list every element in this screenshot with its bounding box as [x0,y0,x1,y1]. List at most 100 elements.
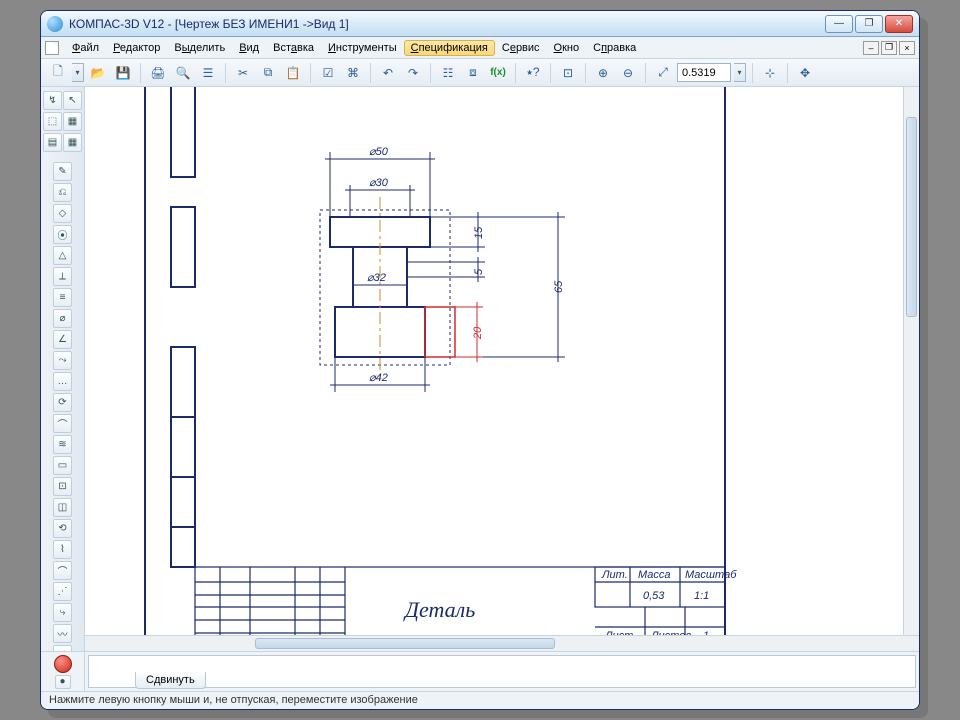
tool-button[interactable]: ⬚ [43,112,62,131]
save-button[interactable]: 💾 [112,62,134,84]
fx-button[interactable]: f(x) [487,62,509,84]
new-button[interactable]: 🗋 [47,62,69,84]
undo-button[interactable]: ↶ [377,62,399,84]
tool-button[interactable]: ▦ [63,112,82,131]
copy-button[interactable]: ⧉ [257,62,279,84]
zoom-input[interactable] [677,63,731,82]
preview-button[interactable]: 🔍 [172,62,194,84]
window-title: КОМПАС-3D V12 - [Чертеж БЕЗ ИМЕНИ1 ->Вид… [69,17,825,31]
tool-button[interactable]: ⌒ [53,561,72,580]
param-tab[interactable]: Сдвинуть [135,672,206,689]
tool-button[interactable]: ▦ [63,133,82,152]
menu-выделить[interactable]: Выделить [167,40,232,56]
zoom-fit-button[interactable]: ⤢ [652,62,674,84]
tool-button[interactable]: ⊡ [53,477,72,496]
document-icon [45,41,59,55]
menu-файл[interactable]: Файл [65,40,106,56]
tool-button[interactable]: ◇ [53,204,72,223]
scrollbar-thumb[interactable] [906,117,917,317]
menu-вставка[interactable]: Вставка [266,40,321,56]
titlebar[interactable]: КОМПАС-3D V12 - [Чертеж БЕЗ ИМЕНИ1 ->Вид… [41,11,919,37]
open-button[interactable]: 📂 [87,62,109,84]
svg-text:65: 65 [553,280,565,293]
status-text: Нажмите левую кнопку мыши и, не отпуская… [49,694,418,706]
menu-вид[interactable]: Вид [232,40,266,56]
tool-button[interactable]: ▭ [53,456,72,475]
tool-button[interactable]: ⌒ [53,414,72,433]
app-icon [47,16,63,32]
mdi-minimize-button[interactable]: – [863,41,879,55]
tool-button[interactable]: ⟳ [53,393,72,412]
param-option-button[interactable]: ● [55,675,71,689]
tool-button[interactable]: ∠ [53,330,72,349]
tool-button[interactable]: ⤳ [53,351,72,370]
tool-button[interactable]: ≡ [53,288,72,307]
stop-button[interactable] [54,655,72,673]
layers-button[interactable]: ☰ [197,62,219,84]
statusbar: Нажмите левую кнопку мыши и, не отпуская… [41,691,919,709]
mdi-close-button[interactable]: × [899,41,915,55]
orbit-button[interactable]: ✥ [794,62,816,84]
copy-properties-button[interactable]: ⌘ [342,62,364,84]
tool-button[interactable]: ◫ [53,498,72,517]
tool-button[interactable]: ↖ [63,91,82,110]
tool-button[interactable]: ⟲ [53,519,72,538]
tool-button[interactable]: ⤷ [53,603,72,622]
context-help-button[interactable]: ⭑? [522,62,544,84]
close-button[interactable]: ✕ [885,15,913,33]
properties-button[interactable]: ☑ [317,62,339,84]
tool-button[interactable]: ⟂ [53,267,72,286]
tool-button[interactable]: ▤ [43,133,62,152]
tool-button[interactable]: … [53,372,72,391]
maximize-button[interactable]: ❐ [855,15,883,33]
variables-button[interactable]: ⧈ [462,62,484,84]
canvas[interactable]: Деталь Лит. Масса Масштаб 0,53 1:1 Лист … [85,87,919,651]
svg-text:5: 5 [473,268,485,275]
menu-редактор[interactable]: Редактор [106,40,167,56]
tool-button[interactable]: ⌇ [53,540,72,559]
svg-text:20: 20 [472,326,484,340]
menu-справка[interactable]: Справка [586,40,643,56]
tool-button[interactable]: ⋰ [53,582,72,601]
cut-button[interactable]: ✂ [232,62,254,84]
scrollbar-thumb[interactable] [255,638,555,649]
mdi-maximize-button[interactable]: ❐ [881,41,897,55]
mdi-controls: – ❐ × [863,41,915,55]
tool-button[interactable]: 〰 [53,624,72,643]
svg-text:Масса: Масса [638,569,671,581]
zoom-in-button[interactable]: ⊕ [592,62,614,84]
tool-button[interactable]: ≋ [53,435,72,454]
menu-спецификация[interactable]: Спецификация [404,40,495,56]
zoom-out-button[interactable]: ⊖ [617,62,639,84]
drawing-svg: Деталь Лит. Масса Масштаб 0,53 1:1 Лист … [85,87,905,647]
param-panel-controls: ● [41,652,85,691]
menu-инструменты[interactable]: Инструменты [321,40,404,56]
manager-button[interactable]: ☷ [437,62,459,84]
pan-button[interactable]: ⊹ [759,62,781,84]
tool-button[interactable]: ↯ [43,91,62,110]
svg-text:⌀32: ⌀32 [367,272,386,284]
window-controls: — ❐ ✕ [825,15,913,33]
paste-button[interactable]: 📋 [282,62,304,84]
new-dropdown[interactable]: ▾ [72,63,84,82]
param-body[interactable] [88,655,916,688]
redo-button[interactable]: ↷ [402,62,424,84]
menu-окно[interactable]: Окно [547,40,587,56]
tool-button[interactable]: ⦿ [53,225,72,244]
zoom-window-button[interactable]: ⊡ [557,62,579,84]
print-button[interactable]: 🖨 [147,62,169,84]
svg-text:15: 15 [473,226,485,239]
scrollbar-vertical[interactable] [903,87,919,635]
zoom-dropdown[interactable]: ▾ [734,63,746,82]
scrollbar-horizontal[interactable] [85,635,919,651]
app-window: КОМПАС-3D V12 - [Чертеж БЕЗ ИМЕНИ1 ->Вид… [40,10,920,710]
menu-сервис[interactable]: Сервис [495,40,547,56]
tool-button[interactable]: ✎ [53,162,72,181]
svg-text:Лит.: Лит. [601,569,628,581]
tool-button[interactable]: ⌀ [53,309,72,328]
svg-text:Масштаб: Масштаб [685,569,737,581]
tool-button[interactable]: ⎌ [53,183,72,202]
minimize-button[interactable]: — [825,15,853,33]
tool-button[interactable]: △ [53,246,72,265]
svg-text:0,53: 0,53 [643,590,665,602]
